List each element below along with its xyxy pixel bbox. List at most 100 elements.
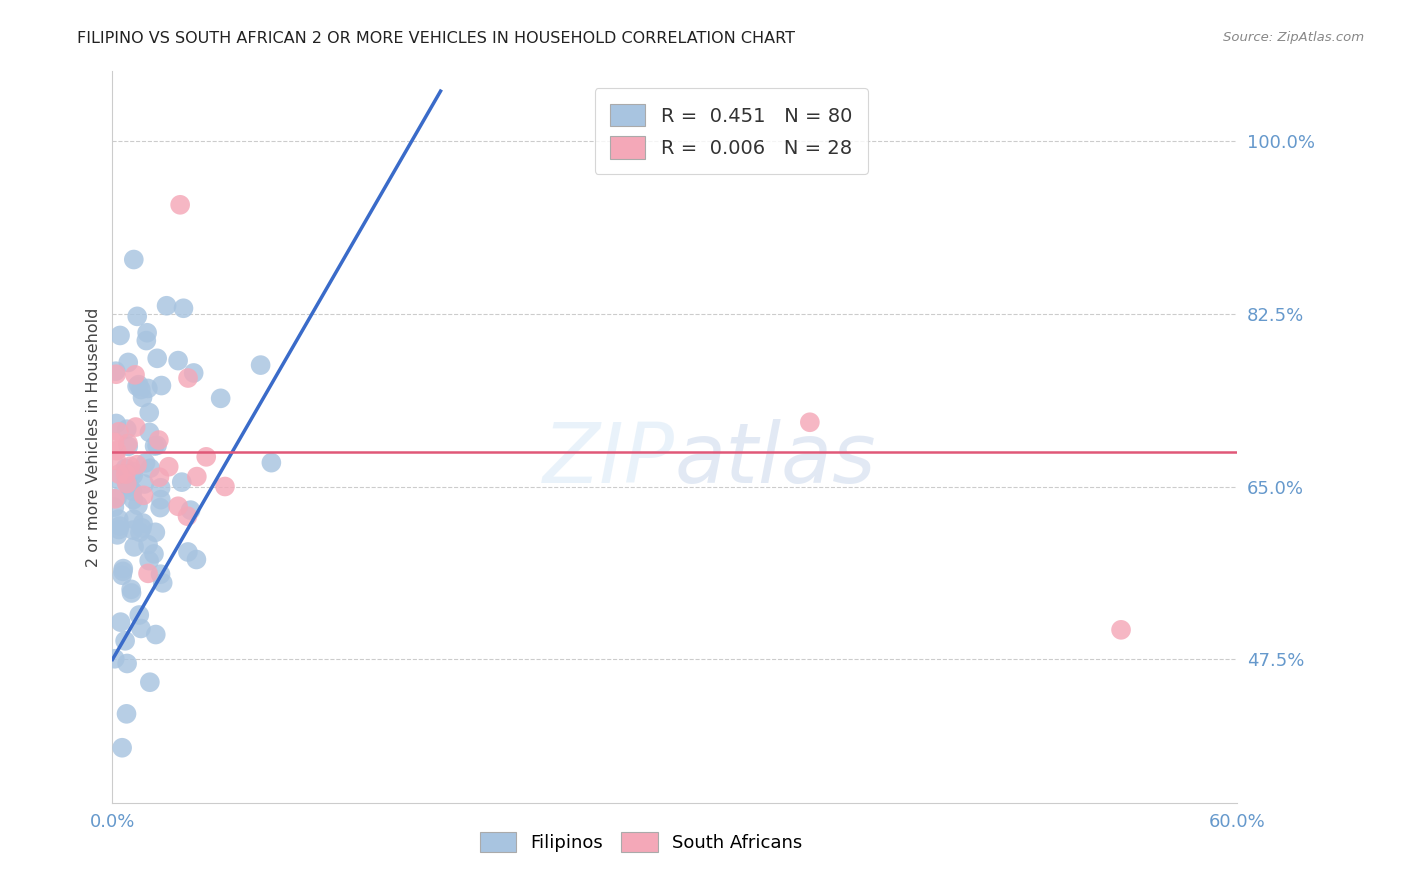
Point: [176, 509, 198, 524]
Point: [143, 547, 166, 561]
Point: [186, 469, 208, 483]
Point: [155, 299, 177, 313]
Point: [111, 568, 134, 582]
Point: [108, 523, 131, 537]
Point: [121, 484, 143, 499]
Point: [104, 364, 127, 378]
Point: [105, 443, 128, 458]
Point: [136, 381, 159, 395]
Point: [108, 467, 131, 481]
Point: [124, 368, 146, 382]
Text: Source: ZipAtlas.com: Source: ZipAtlas.com: [1223, 31, 1364, 45]
Point: [139, 461, 162, 475]
Point: [121, 586, 143, 600]
Point: [129, 383, 152, 397]
Point: [131, 391, 153, 405]
Point: [148, 470, 170, 484]
Point: [135, 334, 157, 348]
Point: [138, 406, 160, 420]
Point: [125, 458, 148, 472]
Point: [108, 519, 131, 533]
Point: [177, 545, 200, 559]
Point: [115, 657, 138, 671]
Point: [115, 476, 138, 491]
Point: [138, 425, 160, 440]
Point: [148, 433, 170, 447]
Point: [136, 326, 159, 340]
Point: [122, 468, 145, 483]
Point: [122, 540, 145, 554]
Point: [1109, 623, 1132, 637]
Point: [150, 378, 173, 392]
Point: [105, 491, 128, 505]
Point: [138, 554, 160, 568]
Point: [209, 392, 232, 406]
Point: [134, 477, 156, 491]
Point: [110, 615, 132, 629]
Text: FILIPINO VS SOUTH AFRICAN 2 OR MORE VEHICLES IN HOUSEHOLD CORRELATION CHART: FILIPINO VS SOUTH AFRICAN 2 OR MORE VEHI…: [77, 31, 796, 46]
Point: [139, 675, 162, 690]
Point: [108, 328, 131, 343]
Point: [127, 498, 149, 512]
Point: [115, 467, 138, 481]
Text: ZIP: ZIP: [543, 418, 675, 500]
Point: [105, 368, 128, 382]
Point: [125, 420, 148, 434]
Point: [103, 435, 125, 450]
Point: [183, 366, 205, 380]
Point: [112, 561, 135, 575]
Point: [149, 492, 172, 507]
Point: [131, 521, 153, 535]
Point: [125, 379, 148, 393]
Point: [149, 567, 172, 582]
Point: [145, 627, 167, 641]
Point: [105, 528, 128, 542]
Point: [177, 371, 200, 385]
Point: [107, 425, 129, 439]
Point: [120, 459, 142, 474]
Point: [105, 453, 128, 467]
Point: [149, 500, 172, 515]
Point: [114, 461, 136, 475]
Point: [152, 575, 174, 590]
Point: [136, 566, 159, 581]
Point: [115, 474, 138, 488]
Point: [105, 472, 128, 486]
Point: [117, 355, 139, 369]
Point: [107, 512, 129, 526]
Point: [172, 301, 194, 316]
Point: [122, 523, 145, 537]
Point: [129, 525, 152, 540]
Point: [170, 475, 193, 490]
Point: [129, 622, 152, 636]
Point: [214, 479, 236, 493]
Point: [167, 353, 190, 368]
Text: atlas: atlas: [675, 418, 876, 500]
Point: [195, 450, 218, 464]
Point: [118, 480, 141, 494]
Legend: Filipinos, South Africans: Filipinos, South Africans: [472, 824, 810, 860]
Point: [186, 552, 208, 566]
Point: [127, 310, 149, 324]
Point: [121, 465, 143, 479]
Point: [146, 351, 169, 366]
Point: [132, 488, 155, 502]
Point: [157, 459, 180, 474]
Point: [104, 491, 127, 506]
Point: [249, 358, 271, 372]
Point: [122, 252, 145, 267]
Point: [117, 439, 139, 453]
Point: [135, 456, 157, 470]
Point: [114, 633, 136, 648]
Point: [128, 607, 150, 622]
Point: [105, 417, 128, 431]
Point: [111, 740, 134, 755]
Point: [120, 582, 142, 597]
Point: [117, 436, 139, 450]
Point: [115, 706, 138, 721]
Point: [799, 415, 821, 429]
Point: [136, 538, 159, 552]
Point: [149, 481, 172, 495]
Point: [167, 500, 190, 514]
Point: [103, 500, 125, 515]
